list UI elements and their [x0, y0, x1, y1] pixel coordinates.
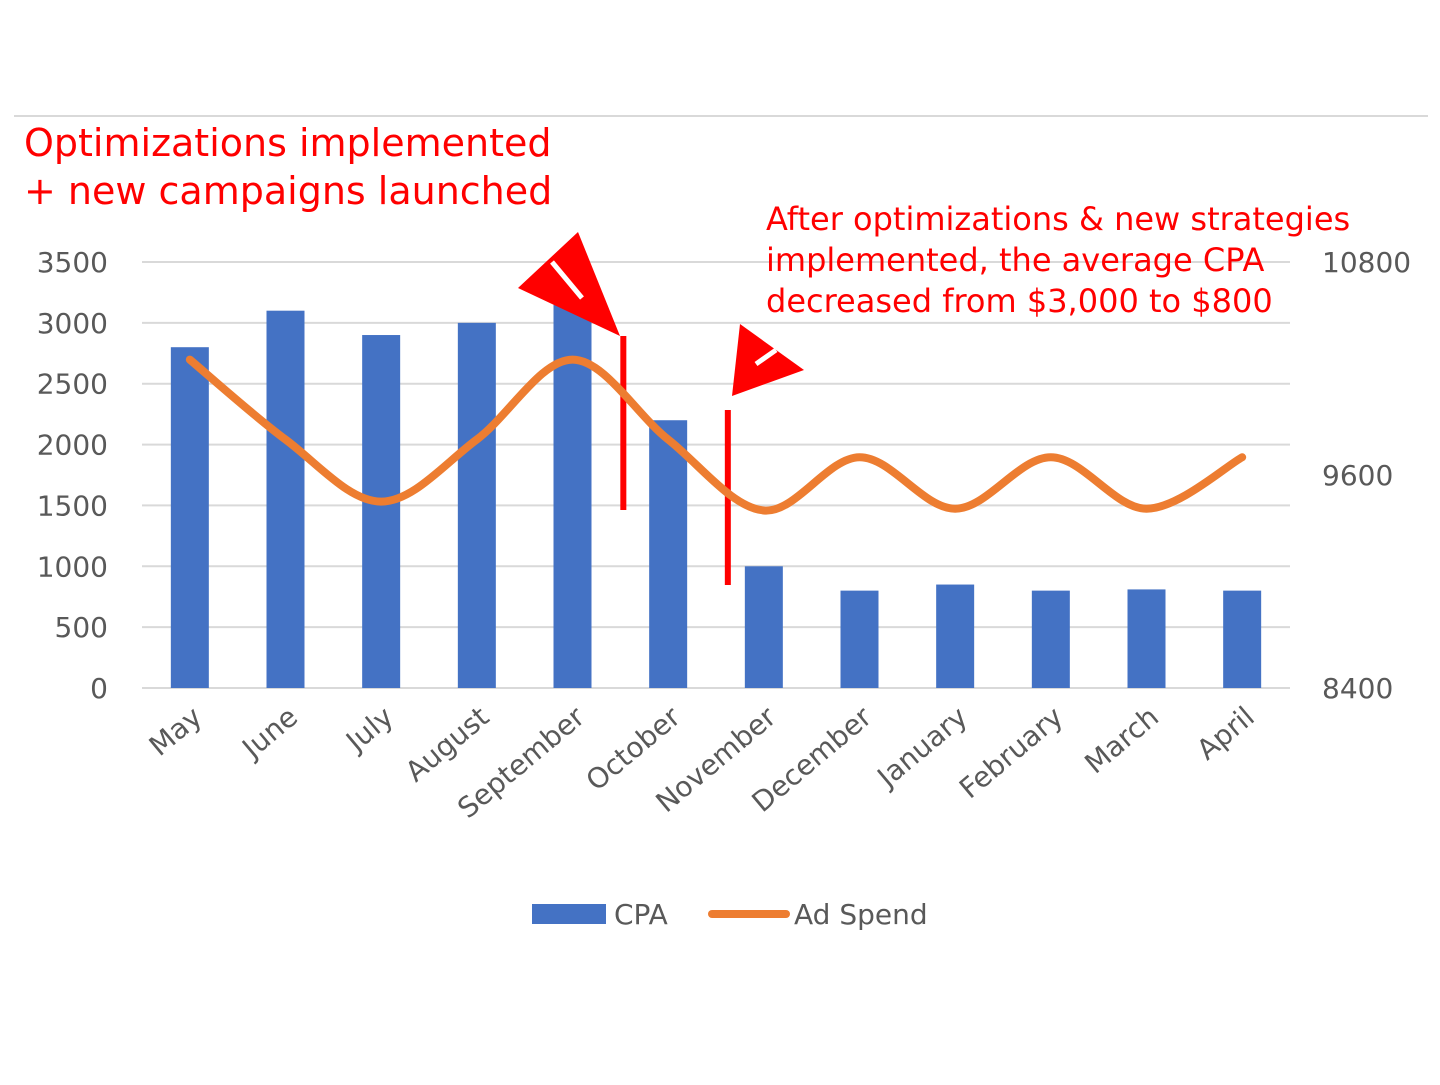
cpa-bar — [1127, 589, 1166, 688]
cpa-bar — [1031, 590, 1070, 688]
annotation-arrow — [732, 324, 804, 396]
annotation-text-cpa-decrease: implemented, the average CPA — [766, 241, 1264, 279]
category-label: June — [235, 700, 304, 766]
cpa-bar — [457, 322, 496, 688]
cpa-bar — [649, 420, 688, 688]
cpa-bar — [936, 584, 975, 688]
cpa-bar — [553, 304, 592, 688]
category-label: July — [338, 700, 399, 759]
annotation-text-optimizations: + new campaigns launched — [24, 169, 552, 213]
right-axis-tick-label: 10800 — [1322, 246, 1411, 279]
cpa-bar — [362, 335, 401, 688]
gridlines — [142, 261, 1290, 689]
left-axis-tick-label: 1500 — [37, 489, 108, 522]
ad-spend-line-layer — [185, 355, 1247, 515]
left-axis-tick-label: 500 — [55, 611, 108, 644]
annotation-text-cpa-decrease: decreased from $3,000 to $800 — [766, 282, 1273, 320]
legend-label-cpa: CPA — [614, 898, 668, 931]
axes: 0 500 1000 1500 2000 2500 3000 3500 8400 9600 1080… — [37, 246, 1411, 825]
cpa-bar — [744, 566, 783, 688]
annotations: Optimizations implemented+ new campaigns… — [24, 121, 1350, 320]
category-label: May — [143, 700, 209, 762]
left-axis-tick-label: 0 — [90, 672, 108, 705]
left-axis-tick-label: 2000 — [37, 429, 108, 462]
cpa-bar — [266, 310, 305, 688]
left-axis-tick-label: 1000 — [37, 550, 108, 583]
legend-label-ad-spend: Ad Spend — [794, 898, 928, 931]
cpa-bars — [170, 304, 1262, 688]
annotation-text-cpa-decrease: After optimizations & new strategies — [766, 200, 1350, 238]
cpa-bar — [170, 347, 209, 688]
legend: CPA Ad Spend — [532, 898, 928, 931]
left-axis-tick-label: 3000 — [37, 307, 108, 340]
cpa-bar — [1223, 590, 1262, 688]
right-axis-tick-label: 9600 — [1322, 459, 1393, 492]
ad-spend-line — [185, 355, 1247, 515]
category-label: March — [1078, 700, 1165, 780]
category-label: February — [953, 700, 1069, 805]
cpa-bar — [840, 590, 879, 688]
annotation-arrow-highlight — [550, 260, 584, 300]
legend-swatch-cpa — [532, 904, 606, 924]
right-axis-tick-label: 8400 — [1322, 672, 1393, 705]
annotation-arrow-highlight — [754, 347, 778, 367]
annotation-text-optimizations: Optimizations implemented — [24, 121, 551, 165]
category-label: April — [1190, 700, 1260, 766]
left-axis-tick-label: 2500 — [37, 368, 108, 401]
left-axis-tick-label: 3500 — [37, 246, 108, 279]
